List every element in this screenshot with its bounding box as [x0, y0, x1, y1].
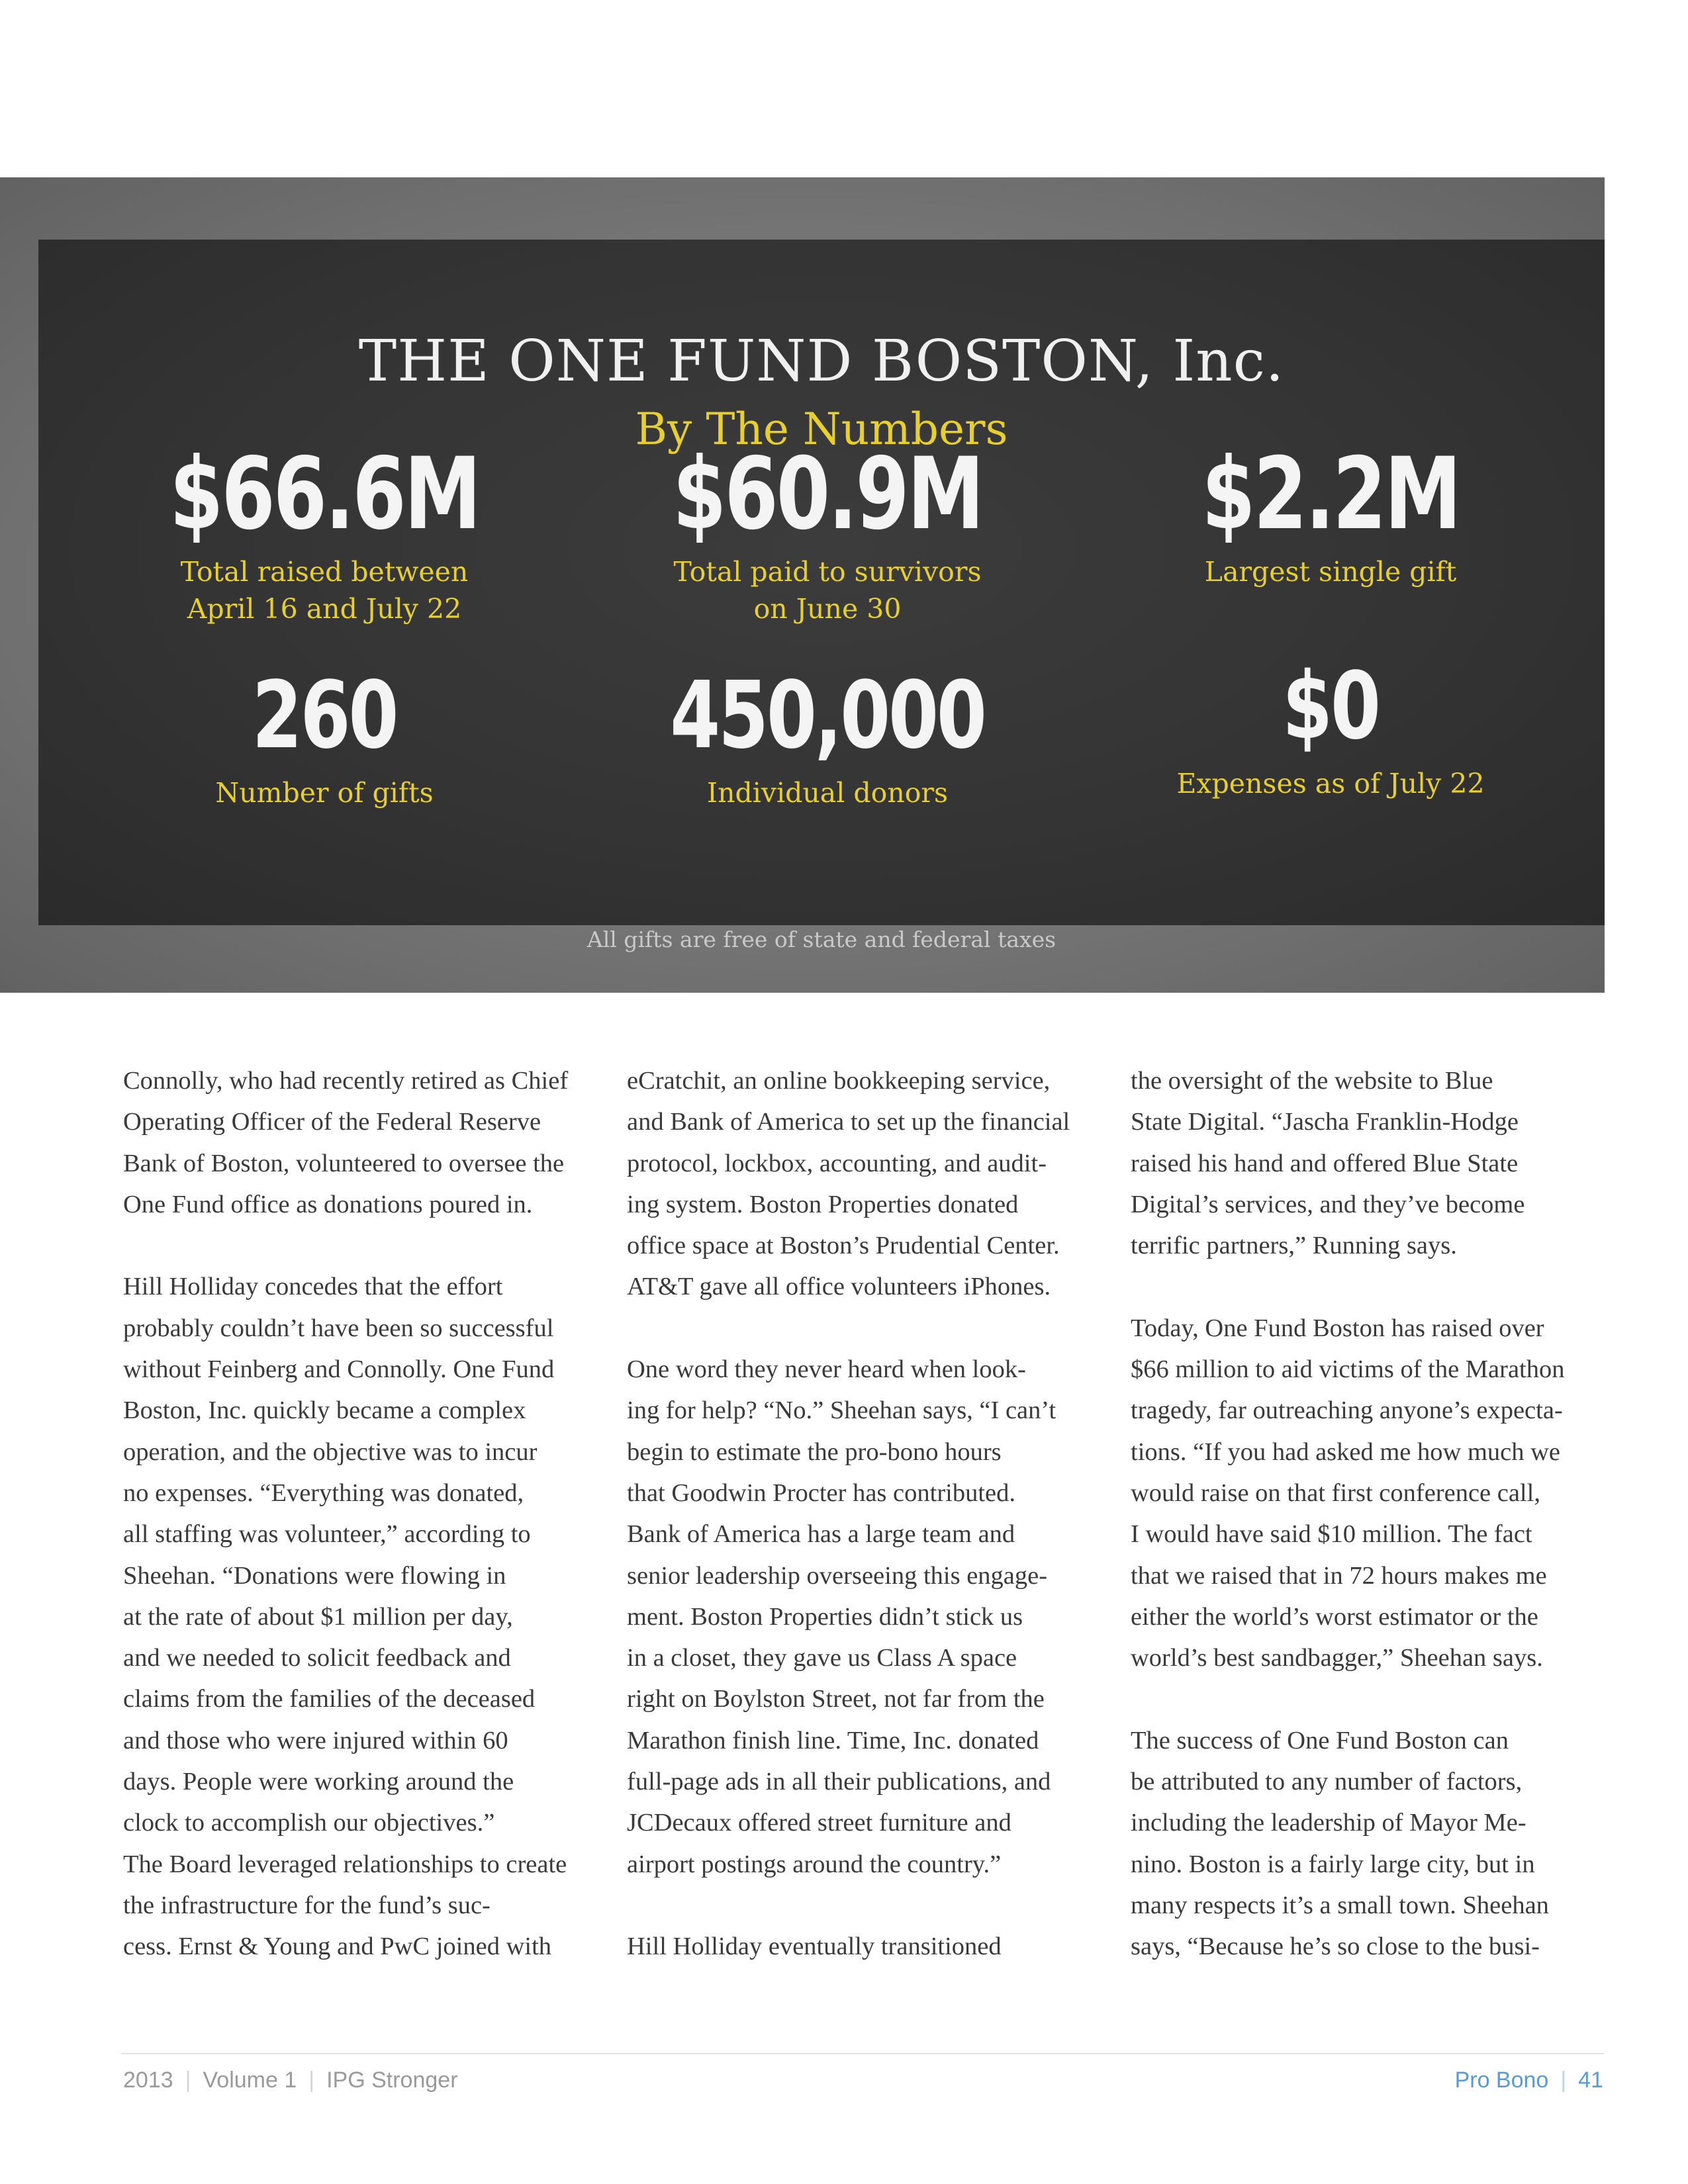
footer-separator: | — [1560, 2068, 1567, 2093]
paragraph: eCratchit, an online bookkeeping service… — [627, 1067, 1070, 1301]
stat-total-raised: $66.6M Total raised between April 16 and… — [73, 445, 576, 627]
footer-separator: | — [185, 2068, 191, 2093]
article-column-2: eCratchit, an online bookkeeping service… — [627, 1060, 1103, 1968]
footer-right: Pro Bono | 41 — [1455, 2068, 1603, 2093]
footer-separator: | — [308, 2068, 315, 2093]
stat-label: Total paid to survivors on June 30 — [673, 556, 982, 625]
stat-label: Expenses as of July 22 — [1176, 768, 1485, 799]
stat-value: $66.6M — [169, 437, 481, 552]
page-number: 41 — [1578, 2068, 1603, 2093]
stat-value: $2.2M — [1201, 437, 1462, 552]
footer-left: 2013 | Volume 1 | IPG Stronger — [123, 2068, 458, 2093]
chalkboard: THE ONE FUND BOSTON, Inc. By The Numbers… — [38, 240, 1605, 952]
footer-year: 2013 — [123, 2068, 173, 2093]
stat-label: Individual donors — [706, 777, 949, 809]
paragraph: Today, One Fund Boston has raised over $… — [1131, 1314, 1565, 1672]
paragraph: One word they never heard when look- ing… — [627, 1355, 1056, 1878]
stat-label: Total raised between April 16 and July 2… — [180, 556, 469, 625]
footer-section: Pro Bono — [1454, 2068, 1549, 2093]
stat-individual-donors: 450,000 Individual donors — [576, 670, 1079, 811]
footer-volume: Volume 1 — [203, 2068, 297, 2093]
article-column-3: the oversight of the website to Blue Sta… — [1131, 1060, 1607, 1968]
stat-label: Largest single gift — [1204, 556, 1457, 588]
stat-value: $0 — [1282, 653, 1381, 760]
paragraph: Hill Holliday eventually transitioned — [627, 1933, 1002, 1961]
infographic-banner: THE ONE FUND BOSTON, Inc. By The Numbers… — [0, 177, 1605, 993]
paragraph: the oversight of the website to Blue Sta… — [1131, 1067, 1525, 1260]
infographic-subtitle: By The Numbers — [635, 404, 1008, 455]
infographic-note: All gifts are free of state and federal … — [586, 927, 1056, 952]
stat-label: Number of gifts — [215, 777, 434, 809]
paragraph: Hill Holliday concedes that the effort p… — [123, 1273, 567, 1961]
stat-number-of-gifts: 260 Number of gifts — [73, 670, 576, 811]
paragraph: Connolly, who had recently retired as Ch… — [123, 1067, 569, 1218]
stat-expenses: $0 Expenses as of July 22 — [1079, 660, 1582, 802]
stat-largest-gift: $2.2M Largest single gift — [1079, 445, 1582, 590]
stat-value: $60.9M — [673, 437, 984, 552]
stat-value: 450,000 — [670, 662, 987, 770]
paragraph: The success of One Fund Boston can be at… — [1131, 1726, 1549, 1961]
article-column-1: Connolly, who had recently retired as Ch… — [123, 1060, 600, 1968]
stat-total-paid: $60.9M Total paid to survivors on June 3… — [576, 445, 1079, 627]
infographic-title: THE ONE FUND BOSTON, Inc. — [358, 328, 1285, 394]
footer-publication: IPG Stronger — [326, 2068, 458, 2093]
stat-value: 260 — [252, 662, 399, 770]
footer-divider — [121, 2053, 1604, 2054]
